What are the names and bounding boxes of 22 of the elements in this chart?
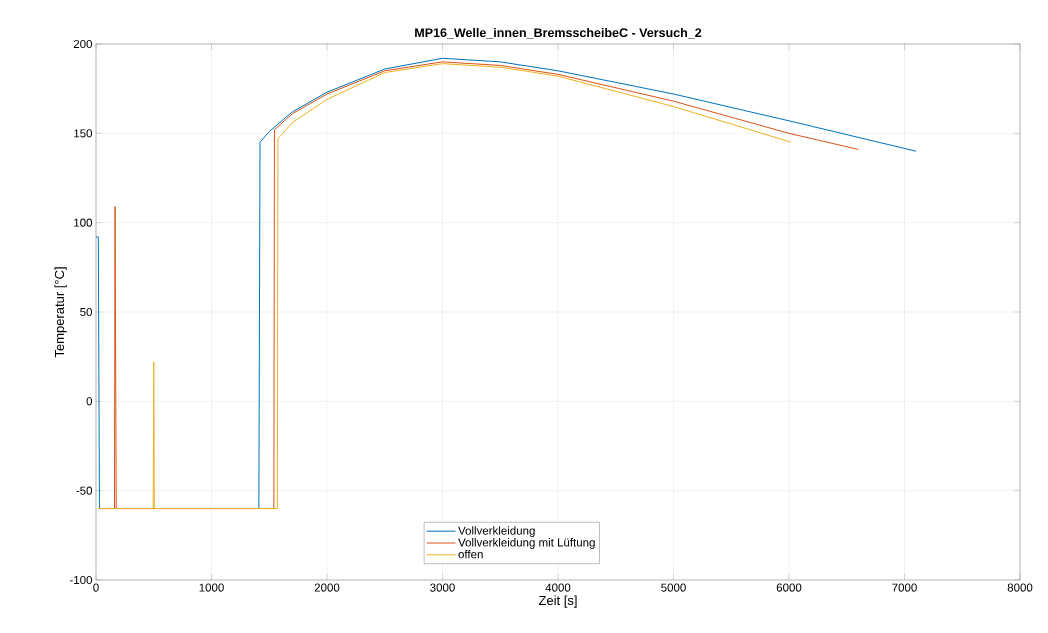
x-tick-label: 7000 [892, 583, 917, 592]
legend-label: Vollverkleidung mit Lüftung [458, 538, 595, 549]
x-tick-label: 5000 [661, 583, 686, 592]
y-tick-label: 50 [80, 307, 93, 317]
legend-label: offen [458, 549, 483, 559]
x-tick-label: 0 [93, 583, 99, 592]
legend-label: Vollverkleidung [458, 526, 535, 538]
chart-title: MP16_Welle_innen_BremsscheibeC - Versuch_2 [415, 27, 702, 39]
y-tick-label: -50 [76, 486, 93, 495]
y-tick-label: 150 [74, 129, 93, 138]
y-axis-title: Temperatur [°C] [54, 267, 67, 358]
y-tick-label: -100 [69, 575, 93, 585]
y-tick-label: 100 [74, 218, 93, 227]
y-tick-label: 0 [86, 397, 93, 406]
y-tick-label: 200 [73, 39, 93, 49]
x-axis-title: Zeit [s] [538, 595, 577, 608]
x-tick-label: 6000 [776, 583, 802, 592]
x-tick-label: 3000 [430, 583, 455, 592]
x-tick-label: 2000 [314, 583, 340, 592]
x-tick-label: 8000 [1007, 583, 1033, 592]
x-tick-label: 1000 [199, 583, 224, 592]
x-tick-label: 4000 [545, 583, 571, 592]
